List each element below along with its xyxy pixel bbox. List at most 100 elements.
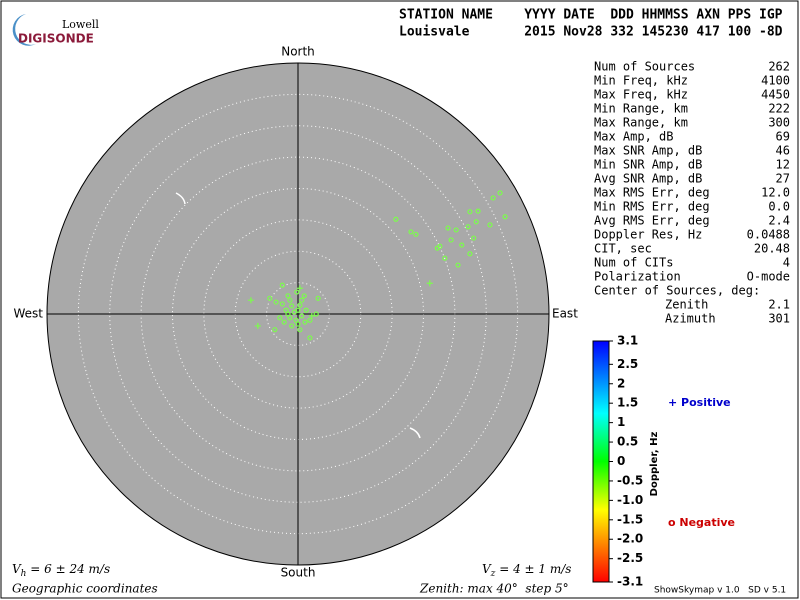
- colorbar-tick-label: 1: [617, 415, 625, 429]
- legend-label: + Positive: [668, 396, 731, 409]
- source-circle: [279, 301, 285, 307]
- source-circle: [490, 195, 496, 201]
- source-circle: [497, 190, 503, 196]
- stat-value: 0.0488: [747, 228, 790, 242]
- colorbar-tick-label: 2.5: [617, 357, 638, 371]
- source-circle: [455, 262, 461, 268]
- stat-label: Max RMS Err, deg: [594, 186, 710, 200]
- source-plus: [247, 297, 254, 304]
- source-circle: [301, 293, 307, 299]
- source-circle: [294, 289, 300, 295]
- source-circle: [502, 214, 508, 220]
- source-circle: [453, 227, 459, 233]
- stat-label: Polarization: [594, 270, 681, 284]
- stat-value: 2.4: [768, 214, 790, 228]
- stat-value: 222: [768, 102, 790, 116]
- stat-label: Doppler Res, Hz: [594, 228, 702, 242]
- source-circle: [285, 293, 291, 299]
- colorbar-tick-label: -1.0: [617, 493, 643, 507]
- stat-label: Avg RMS Err, deg: [594, 214, 710, 228]
- stat-value: 12: [776, 158, 790, 172]
- source-circle: [307, 317, 313, 323]
- stat-label: Azimuth: [665, 312, 716, 326]
- colorbar-tick-label: 2: [617, 376, 625, 390]
- stat-value: O-mode: [747, 270, 790, 284]
- source-plus: [296, 285, 303, 292]
- header-line: STATION NAME YYYY DATE DDD HHMMSS AXN PP…: [399, 8, 783, 23]
- stat-label: Zenith: [665, 298, 708, 312]
- source-circle: [297, 327, 303, 333]
- stat-label: Max Range, km: [594, 116, 688, 130]
- source-circle: [408, 229, 414, 235]
- stat-label: Min SNR Amp, dB: [594, 158, 702, 172]
- stat-value: 4100: [761, 74, 790, 88]
- colorbar-tick-label: 3.1: [617, 334, 638, 348]
- artifact: [409, 427, 421, 439]
- logo-bottom: DIGISONDE: [18, 32, 94, 46]
- source-circle: [289, 303, 295, 309]
- source-circle: [295, 321, 301, 327]
- source-circle: [487, 222, 493, 228]
- vh: Vh = 6 ± 24 m/s: [12, 562, 110, 579]
- legend-label: o Negative: [668, 516, 735, 529]
- stat-value: 2.1: [768, 298, 790, 312]
- stat-label: Max Freq, kHz: [594, 88, 688, 102]
- dir-label: East: [552, 307, 578, 321]
- stat-value: 69: [776, 130, 790, 144]
- source-circle: [313, 311, 319, 317]
- colorbar-tick-label: 0.5: [617, 435, 638, 449]
- source-circle: [459, 242, 465, 248]
- source-circle: [445, 225, 451, 231]
- stat-value: 46: [776, 144, 790, 158]
- stat-value: 4: [783, 256, 790, 270]
- version: ShowSkymap v 1.0 SD v 5.1: [654, 586, 786, 596]
- source-circle: [471, 235, 477, 241]
- source-circle: [297, 302, 303, 308]
- stat-label: Min Range, km: [594, 102, 688, 116]
- colorbar: [592, 340, 610, 583]
- stat-label: Num of CITs: [594, 256, 673, 270]
- colorbar-tick-label: -2.0: [617, 532, 643, 546]
- source-circle: [467, 251, 473, 257]
- source-circle: [299, 297, 305, 303]
- stat-label: Max Amp, dB: [594, 130, 673, 144]
- source-circle: [434, 245, 440, 251]
- source-plus: [254, 322, 261, 329]
- stat-value: 0.0: [768, 200, 790, 214]
- dir-label: South: [281, 566, 316, 580]
- source-circle: [448, 237, 454, 243]
- stat-value: 262: [768, 60, 790, 74]
- source-circle: [465, 224, 471, 230]
- source-circle: [277, 315, 283, 321]
- source-circle: [413, 231, 419, 237]
- source-circle: [393, 216, 399, 222]
- source-circle: [315, 295, 321, 301]
- stat-label: Min RMS Err, deg: [594, 200, 710, 214]
- source-circle: [307, 335, 313, 341]
- zenith-info: Zenith: max 40° step 5°: [419, 582, 569, 596]
- source-circle: [299, 313, 305, 319]
- artifact: [175, 192, 186, 205]
- stat-label: Min Freq, kHz: [594, 74, 688, 88]
- stat-label: CIT, sec: [594, 242, 652, 256]
- source-circle: [467, 209, 473, 215]
- source-circle: [272, 327, 278, 333]
- source-circle: [279, 282, 285, 288]
- stat-value: 4450: [761, 88, 790, 102]
- stat-value: 301: [768, 312, 790, 326]
- source-circle: [285, 311, 291, 317]
- vz: Vz = 4 ± 1 m/s: [482, 562, 571, 579]
- colorbar-label: Doppler, Hz: [649, 432, 660, 497]
- source-circle: [473, 219, 479, 225]
- source-circle: [267, 295, 273, 301]
- stat-value: 20.48: [754, 242, 790, 256]
- source-circle: [287, 297, 293, 303]
- source-circle: [295, 307, 301, 313]
- stat-label: Center of Sources, deg:: [594, 284, 760, 298]
- dir-label: North: [281, 45, 315, 59]
- source-circle: [442, 255, 448, 261]
- stat-value: 12.0: [761, 186, 790, 200]
- colorbar-tick-label: 1.5: [617, 396, 638, 410]
